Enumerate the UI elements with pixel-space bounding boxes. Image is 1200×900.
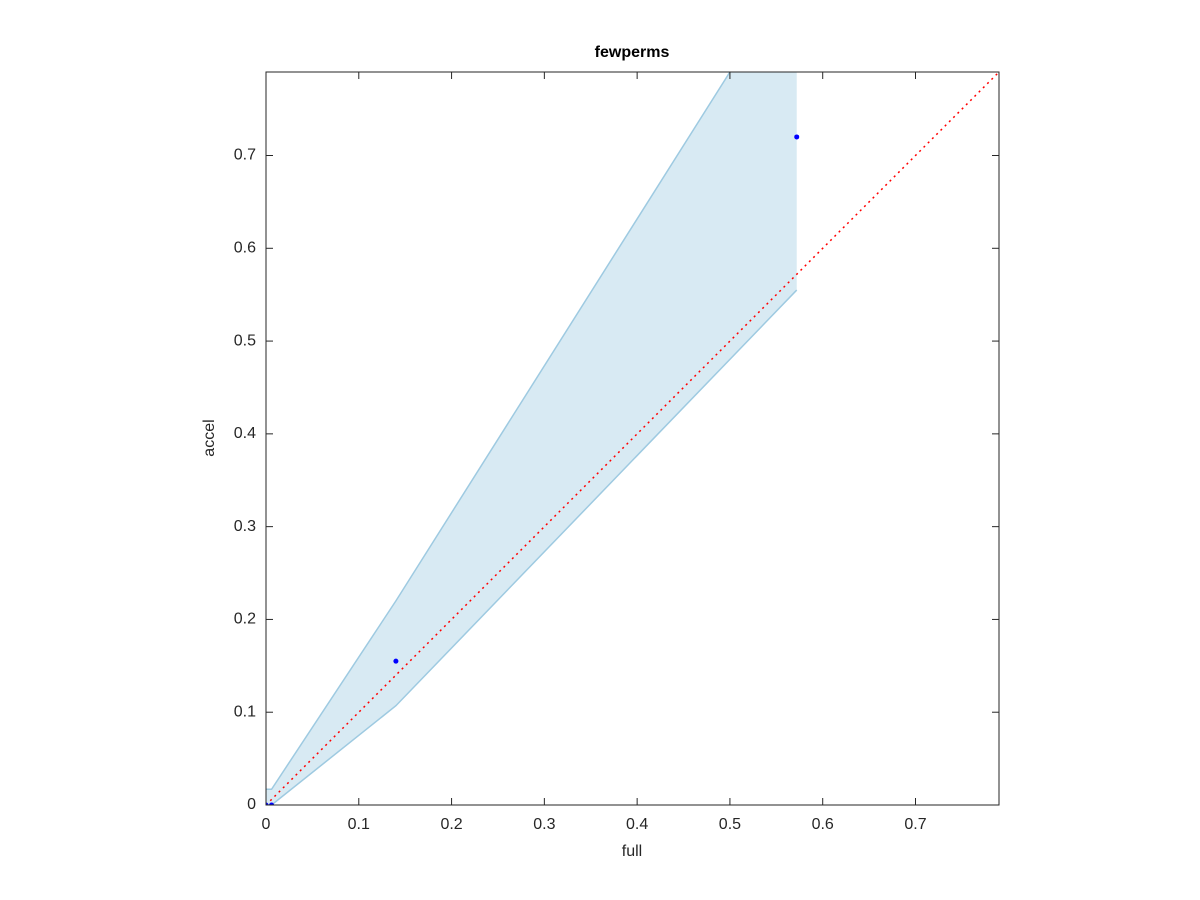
y-tick-label: 0.4 [234, 425, 256, 442]
x-tick-label: 0.1 [348, 816, 370, 833]
chart-title: fewperms [595, 44, 670, 61]
data-point [794, 134, 800, 140]
x-tick-label: 0.6 [812, 816, 834, 833]
x-axis-label: full [622, 843, 642, 860]
plot-area [266, 72, 999, 805]
y-tick-label: 0.2 [234, 611, 256, 628]
y-axis-label: accel [201, 419, 218, 456]
data-point [266, 802, 269, 805]
axes-box [265, 71, 1000, 806]
x-tick-label: 0.7 [904, 816, 926, 833]
x-tick-label: 0 [262, 816, 271, 833]
band-fill [266, 72, 797, 805]
x-tick-label: 0.3 [533, 816, 555, 833]
y-tick-label: 0.5 [234, 332, 256, 349]
band-upper-line [266, 72, 731, 790]
x-tick-label: 0.5 [719, 816, 741, 833]
band-lower-line [266, 289, 798, 805]
y-tick-label: 0 [247, 796, 256, 813]
axes: 0 0.1 0.2 0.3 0.4 0.5 0.6 0.7 0 0.1 0.2 0.3 0.4 0.5 0.… [234, 71, 1000, 833]
y-tick-label: 0.6 [234, 240, 256, 257]
y-tick-label: 0.1 [234, 703, 256, 720]
data-point [393, 658, 399, 664]
data-point [269, 802, 275, 805]
x-tick-label: 0.4 [626, 816, 648, 833]
x-tick-label: 0.2 [440, 816, 462, 833]
y-tick-label: 0.7 [234, 147, 256, 164]
y-tick-label: 0.3 [234, 518, 256, 535]
